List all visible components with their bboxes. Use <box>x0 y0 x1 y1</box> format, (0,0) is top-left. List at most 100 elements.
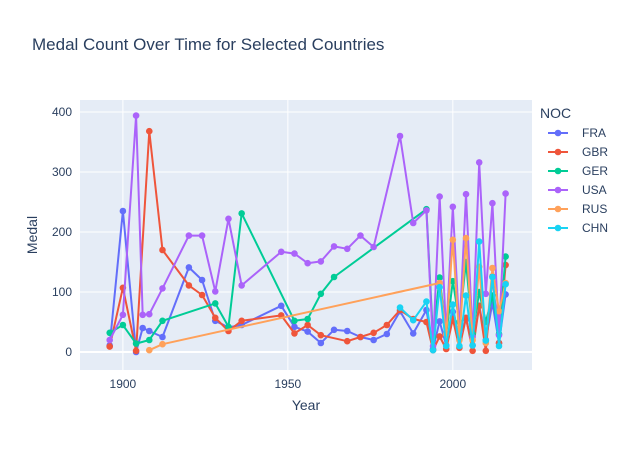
data-point[interactable] <box>106 343 113 350</box>
data-point[interactable] <box>277 302 285 310</box>
data-point[interactable] <box>238 210 245 217</box>
data-point[interactable] <box>159 285 166 292</box>
data-point[interactable] <box>495 307 503 315</box>
data-point[interactable] <box>211 314 219 322</box>
data-point[interactable] <box>436 274 443 281</box>
data-point[interactable] <box>159 333 166 341</box>
data-point[interactable] <box>409 330 417 337</box>
data-point[interactable] <box>370 243 377 251</box>
data-point[interactable] <box>119 311 127 319</box>
data-point[interactable] <box>145 336 153 344</box>
data-point[interactable] <box>343 337 351 345</box>
data-point[interactable] <box>502 280 509 288</box>
data-point[interactable] <box>145 310 153 318</box>
data-point[interactable] <box>198 276 206 284</box>
data-point[interactable] <box>343 327 351 335</box>
data-point[interactable] <box>139 324 146 332</box>
data-point[interactable] <box>304 328 311 335</box>
data-point[interactable] <box>185 232 193 239</box>
data-point[interactable] <box>119 207 127 215</box>
data-point[interactable] <box>370 336 377 344</box>
data-point[interactable] <box>317 339 325 347</box>
data-point[interactable] <box>198 291 206 299</box>
data-point[interactable] <box>502 253 509 260</box>
data-point[interactable] <box>370 329 377 337</box>
data-point[interactable] <box>482 337 490 344</box>
data-point[interactable] <box>106 329 113 337</box>
data-point[interactable] <box>330 273 338 281</box>
data-point[interactable] <box>132 112 140 119</box>
data-point[interactable] <box>159 340 166 348</box>
data-point[interactable] <box>489 264 496 272</box>
data-point[interactable] <box>277 248 285 256</box>
data-point[interactable] <box>383 321 391 329</box>
data-point[interactable] <box>357 232 364 239</box>
data-point[interactable] <box>436 193 443 200</box>
series-usa[interactable] <box>106 112 509 350</box>
data-point[interactable] <box>409 316 417 324</box>
data-point[interactable] <box>159 317 166 325</box>
data-point[interactable] <box>462 234 470 242</box>
data-point[interactable] <box>449 203 457 211</box>
data-point[interactable] <box>185 282 193 289</box>
data-point[interactable] <box>502 190 509 197</box>
legend[interactable]: FRA GBR GER USA RUS CHN <box>548 126 608 235</box>
data-point[interactable] <box>291 330 298 337</box>
data-point[interactable] <box>304 321 311 329</box>
data-point[interactable] <box>383 330 391 338</box>
data-point[interactable] <box>238 282 245 289</box>
data-point[interactable] <box>475 159 483 166</box>
data-point[interactable] <box>317 290 325 298</box>
data-point[interactable] <box>357 333 364 341</box>
data-point[interactable] <box>145 127 153 135</box>
data-point[interactable] <box>330 326 338 334</box>
data-point[interactable] <box>159 246 166 254</box>
data-point[interactable] <box>132 347 140 355</box>
data-point[interactable] <box>330 243 338 250</box>
data-point[interactable] <box>436 333 443 340</box>
data-point[interactable] <box>139 311 146 319</box>
data-point[interactable] <box>449 236 457 244</box>
data-point[interactable] <box>462 292 470 299</box>
data-point[interactable] <box>211 288 219 295</box>
data-point[interactable] <box>145 327 153 335</box>
data-point[interactable] <box>489 199 496 207</box>
legend-item-ger[interactable]: GER <box>548 164 608 178</box>
data-point[interactable] <box>396 304 404 311</box>
data-point[interactable] <box>482 290 490 298</box>
legend-item-gbr[interactable]: GBR <box>548 145 608 159</box>
data-point[interactable] <box>185 264 193 271</box>
data-point[interactable] <box>475 238 483 245</box>
data-point[interactable] <box>145 346 153 354</box>
data-point[interactable] <box>456 342 463 350</box>
data-point[interactable] <box>469 347 476 355</box>
legend-item-fra[interactable]: FRA <box>548 126 606 140</box>
data-point[interactable] <box>304 259 311 267</box>
data-point[interactable] <box>304 315 311 323</box>
data-point[interactable] <box>238 317 245 325</box>
data-point[interactable] <box>211 300 219 307</box>
data-point[interactable] <box>442 342 450 350</box>
data-point[interactable] <box>429 346 437 354</box>
data-point[interactable] <box>436 283 443 291</box>
data-point[interactable] <box>469 342 476 349</box>
data-point[interactable] <box>489 273 496 281</box>
data-point[interactable] <box>225 215 232 223</box>
data-point[interactable] <box>317 331 325 339</box>
data-point[interactable] <box>291 323 298 331</box>
data-point[interactable] <box>436 318 443 325</box>
data-point[interactable] <box>462 314 470 322</box>
legend-item-rus[interactable]: RUS <box>548 202 607 216</box>
legend-item-chn[interactable]: CHN <box>548 221 608 235</box>
legend-item-usa[interactable]: USA <box>548 183 607 197</box>
data-point[interactable] <box>423 207 430 214</box>
data-point[interactable] <box>396 132 404 140</box>
data-point[interactable] <box>317 258 325 265</box>
data-point[interactable] <box>495 342 503 350</box>
data-point[interactable] <box>119 321 127 329</box>
data-point[interactable] <box>482 347 490 355</box>
data-point[interactable] <box>132 340 140 347</box>
data-point[interactable] <box>462 190 470 198</box>
data-point[interactable] <box>343 245 351 253</box>
data-point[interactable] <box>106 336 113 344</box>
